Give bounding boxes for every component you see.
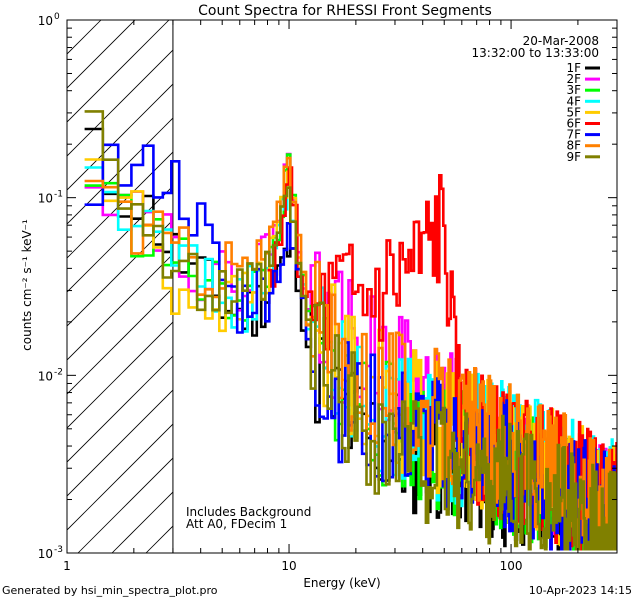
svg-text:10: 10 [38, 192, 53, 206]
hatched-region [67, 20, 173, 553]
legend-label-3F: 3F [566, 83, 581, 97]
svg-text:0: 0 [54, 12, 60, 22]
y-axis-label: counts cm⁻² s⁻¹ keV⁻¹ [20, 219, 34, 351]
legend-label-9F: 9F [566, 150, 581, 164]
x-axis-label: Energy (keV) [303, 576, 380, 590]
legend-label-6F: 6F [566, 117, 581, 131]
hatch-line [77, 457, 173, 553]
hatch-line [67, 389, 173, 497]
y-tick-label: 10 0 [38, 12, 60, 28]
svg-text:-2: -2 [54, 367, 63, 377]
hatch-line [67, 49, 173, 157]
date-label: 20-Mar-2008 [523, 34, 599, 48]
hatch-line [67, 185, 173, 293]
svg-text:10: 10 [38, 369, 53, 383]
svg-text:-3: -3 [54, 545, 63, 555]
hatch-line [67, 423, 173, 531]
x-tick-label: 10 [281, 559, 296, 573]
x-tick-label: 1 [63, 559, 71, 573]
footer-generated-by: Generated by hsi_min_spectra_plot.pro [2, 584, 218, 597]
series-line-9F [84, 110, 617, 551]
x-tick-label: 100 [500, 559, 523, 573]
annotation-background: Includes Background [186, 505, 311, 519]
axis-ticks [66, 19, 618, 554]
y-tick-label: 10 -2 [38, 367, 63, 383]
hatch-line [67, 20, 170, 123]
y-tick-label: 10 -3 [38, 545, 63, 561]
plot-frame [66, 19, 618, 554]
hatch-line [67, 20, 102, 55]
svg-text:10: 10 [38, 547, 53, 561]
legend-label-1F: 1F [566, 61, 581, 75]
svg-text:10: 10 [38, 14, 53, 28]
legend-label-4F: 4F [566, 94, 581, 108]
chart-title: Count Spectra for RHESSI Front Segments [198, 3, 492, 19]
hatch-line [67, 83, 173, 191]
legend-label-8F: 8F [566, 139, 581, 153]
hatch-line [67, 219, 173, 327]
hatch-line [67, 253, 173, 361]
annotation-attenuator: Att A0, FDecim 1 [186, 517, 287, 531]
svg-text:-1: -1 [54, 190, 63, 200]
time-range-label: 13:32:00 to 13:33:00 [472, 46, 599, 60]
legend-label-2F: 2F [566, 72, 581, 86]
y-tick-label: 10 -1 [38, 190, 63, 206]
footer-timestamp: 10-Apr-2023 14:15 [528, 584, 632, 597]
legend-label-7F: 7F [566, 128, 581, 142]
legend-label-5F: 5F [566, 105, 581, 119]
